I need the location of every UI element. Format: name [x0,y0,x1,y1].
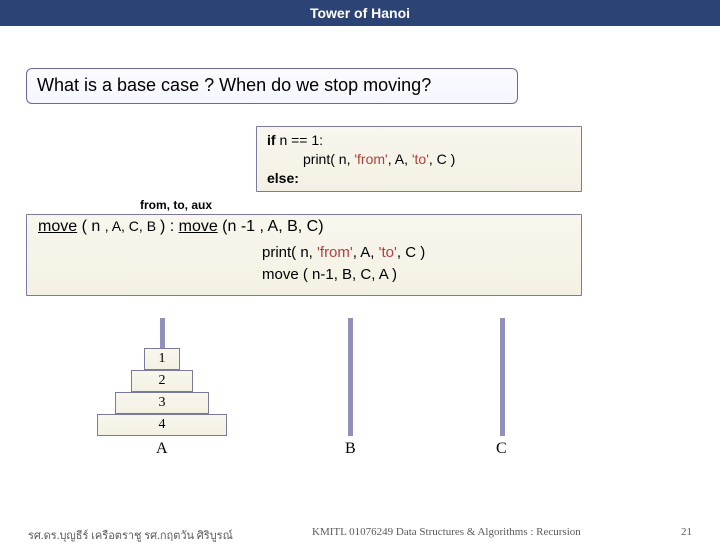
if-line-1: if n == 1: [267,131,571,150]
param-annotation: from, to, aux [140,198,212,212]
disk-1: 1 [144,348,180,370]
peg-label-c: C [496,440,507,458]
disk-2: 2 [131,370,193,392]
peg-label-a: A [156,440,168,458]
footer-authors: รศ.ดร.บุญธีร์ เครือตราชู รศ.กฤตวัน ศิริบ… [28,526,233,544]
slide-title-bar: Tower of Hanoi [0,0,720,26]
code-line-2: print( n, 'from', A, 'to', C ) [262,244,425,261]
code-line-1: move ( n , A, C, B ) : move (n -1 , A, B… [38,218,324,236]
question-box: What is a base case ? When do we stop mo… [26,68,518,104]
keyword-else: else: [267,170,299,186]
peg-c [500,318,505,436]
move-fn-name: move [38,218,77,235]
peg-b [348,318,353,436]
peg-label-b: B [345,440,356,458]
disk-3: 3 [115,392,209,414]
disk-4: 4 [97,414,227,436]
if-line-3: else: [267,169,571,188]
keyword-if: if [267,132,276,148]
if-code-block: if n == 1: print( n, 'from', A, 'to', C … [256,126,582,192]
if-line-2: print( n, 'from', A, 'to', C ) [267,150,571,169]
footer-page-number: 21 [681,526,692,538]
move-fn-name-2: move [179,218,218,235]
footer-course: KMITL 01076249 Data Structures & Algorit… [312,526,581,538]
code-line-3: move ( n-1, B, C, A ) [262,266,397,283]
hanoi-diagram: 1 2 3 4 A B C [60,318,610,448]
